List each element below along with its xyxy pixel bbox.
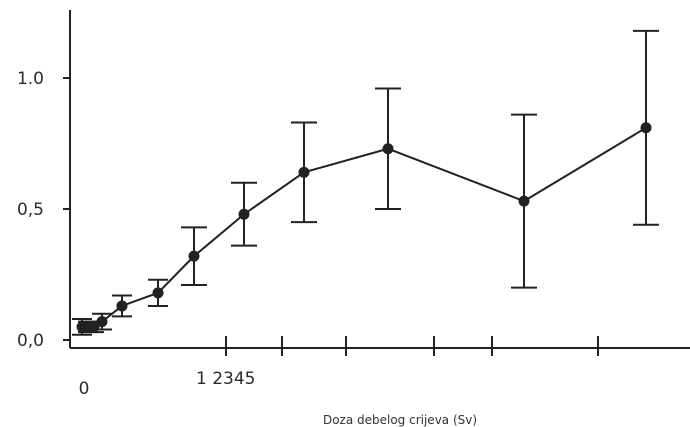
y-tick-label: 0,5 bbox=[17, 200, 44, 220]
axes bbox=[69, 10, 690, 349]
data-point bbox=[518, 195, 530, 207]
data-point bbox=[88, 321, 100, 333]
data-point bbox=[116, 300, 128, 312]
y-tick-label: 0,0 bbox=[17, 331, 44, 351]
data-points bbox=[76, 122, 652, 333]
x-tick-label: 1 2345 bbox=[196, 369, 255, 389]
data-point bbox=[188, 250, 200, 262]
x-axis-title: Doza debelog crijeva (Sv) bbox=[323, 413, 477, 427]
x-ticks: 0 1 2345 bbox=[79, 336, 599, 399]
series-line bbox=[82, 126, 647, 328]
data-point bbox=[238, 208, 250, 220]
data-point bbox=[152, 287, 164, 299]
data-point bbox=[640, 122, 652, 134]
x-tick-label: 0 bbox=[79, 379, 90, 399]
y-ticks: 0,0 0,5 1.0 bbox=[17, 69, 70, 351]
y-tick-label: 1.0 bbox=[17, 69, 44, 89]
data-point bbox=[96, 316, 108, 328]
data-point bbox=[382, 143, 394, 155]
data-point bbox=[298, 166, 310, 178]
